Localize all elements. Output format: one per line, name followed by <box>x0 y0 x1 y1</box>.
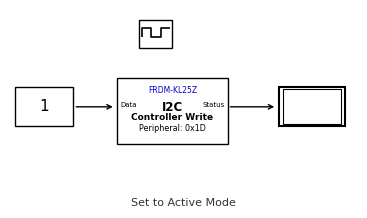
Text: 1: 1 <box>39 99 49 114</box>
Text: Data: Data <box>120 102 137 108</box>
FancyBboxPatch shape <box>279 87 345 126</box>
Text: Controller Write: Controller Write <box>131 113 214 122</box>
Text: I2C: I2C <box>162 101 183 114</box>
Text: Peripheral: 0x1D: Peripheral: 0x1D <box>139 124 206 133</box>
FancyBboxPatch shape <box>283 89 341 124</box>
Text: Set to Active Mode: Set to Active Mode <box>131 198 236 208</box>
Text: Status: Status <box>202 102 225 108</box>
FancyBboxPatch shape <box>117 78 228 144</box>
FancyBboxPatch shape <box>15 87 73 126</box>
Text: FRDM-KL25Z: FRDM-KL25Z <box>148 86 197 95</box>
FancyBboxPatch shape <box>139 20 172 48</box>
